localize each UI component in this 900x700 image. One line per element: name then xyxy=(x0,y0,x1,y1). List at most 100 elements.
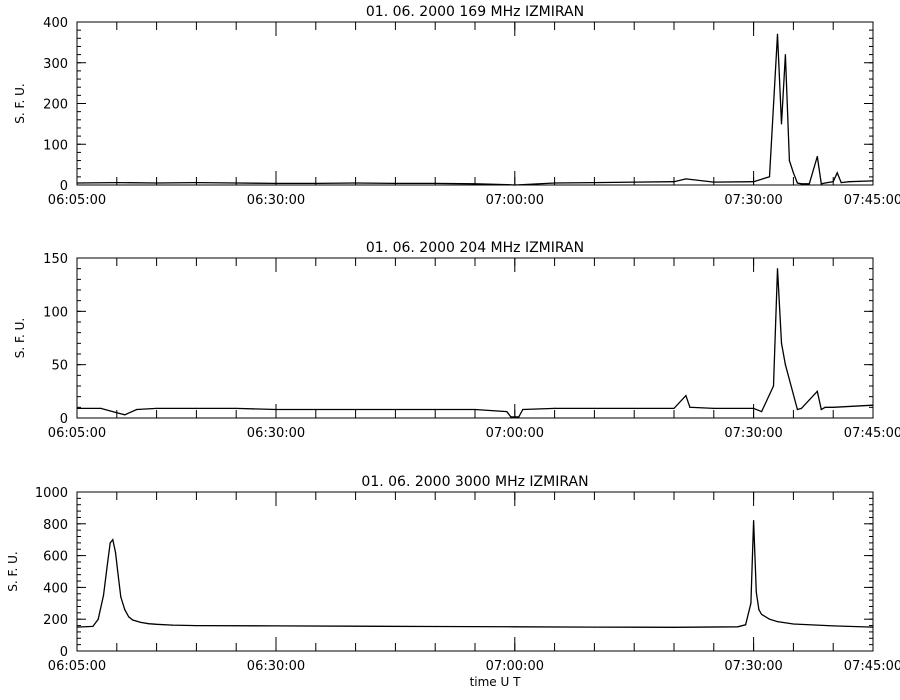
data-point xyxy=(768,176,771,178)
data-point xyxy=(394,408,396,411)
y-tick-label: 50 xyxy=(51,359,68,374)
data-point xyxy=(872,626,874,628)
data-point xyxy=(761,411,763,413)
data-point xyxy=(832,181,834,183)
data-point xyxy=(755,591,757,593)
data-point xyxy=(117,574,119,576)
data-point xyxy=(434,625,436,628)
x-tick-label: 06:05:00 xyxy=(48,659,106,674)
data-point xyxy=(275,625,277,627)
x-tick-label: 07:45:00 xyxy=(844,193,900,208)
data-point xyxy=(750,602,752,604)
data-point xyxy=(235,182,237,184)
x-tick-label: 07:00:00 xyxy=(486,659,544,674)
y-tick-label: 1000 xyxy=(35,486,68,501)
data-point xyxy=(673,181,675,183)
data-point xyxy=(761,613,763,616)
data-point xyxy=(796,408,799,411)
data-point xyxy=(633,407,635,409)
data-point xyxy=(713,407,715,409)
data-point xyxy=(593,407,596,409)
data-point xyxy=(689,406,691,408)
data-point xyxy=(832,406,834,408)
data-point xyxy=(275,182,277,184)
data-point xyxy=(800,183,803,185)
data-point xyxy=(514,626,516,628)
y-tick-label: 0 xyxy=(60,179,68,194)
data-point xyxy=(518,416,520,418)
data-point xyxy=(106,562,109,565)
data-point xyxy=(772,385,775,387)
data-point xyxy=(792,393,795,396)
data-point xyxy=(109,542,111,544)
data-point xyxy=(824,406,826,408)
data-point xyxy=(713,181,715,183)
data-point xyxy=(474,183,476,185)
data-point xyxy=(315,408,317,411)
x-tick-label: 06:05:00 xyxy=(48,193,106,208)
data-point xyxy=(784,54,787,56)
y-tick-label: 400 xyxy=(43,16,68,31)
data-point xyxy=(195,182,197,184)
x-tick-label: 07:00:00 xyxy=(486,426,544,441)
panel-title: 01. 06. 2000 3000 MHz IZMIRAN xyxy=(361,474,588,490)
y-tick-label: 0 xyxy=(60,412,68,427)
x-tick-label: 06:05:00 xyxy=(48,426,106,441)
data-point xyxy=(355,625,357,627)
data-point xyxy=(792,172,795,174)
y-tick-label: 600 xyxy=(43,550,68,565)
data-point xyxy=(506,184,508,186)
data-point xyxy=(474,408,476,411)
x-tick-label: 06:30:00 xyxy=(247,426,305,441)
flux-trace xyxy=(76,34,874,186)
data-point xyxy=(92,625,94,628)
data-point xyxy=(171,624,174,626)
data-point xyxy=(148,623,150,625)
data-point xyxy=(753,520,755,522)
data-point xyxy=(832,625,834,627)
y-tick-label: 150 xyxy=(43,252,68,267)
y-tick-label: 400 xyxy=(43,581,68,596)
data-point xyxy=(195,407,197,409)
data-point xyxy=(780,123,783,125)
plot-frame xyxy=(76,21,874,186)
panel-3000mhz: 01. 06. 2000 3000 MHz IZMIRAN S. F. U. t… xyxy=(6,474,900,689)
data-point xyxy=(554,407,556,409)
data-point xyxy=(745,624,747,626)
data-point xyxy=(776,621,779,623)
data-point xyxy=(554,182,556,184)
data-point xyxy=(510,416,512,418)
data-point xyxy=(593,626,596,628)
data-point xyxy=(434,182,436,184)
x-tick-label: 07:30:00 xyxy=(724,193,782,208)
data-point xyxy=(128,616,130,618)
panel-169mhz: 01. 06. 2000 169 MHz IZMIRAN S. F. U. 06… xyxy=(13,4,900,208)
flux-trace xyxy=(76,520,874,628)
data-point xyxy=(800,407,803,409)
x-tick-label: 07:30:00 xyxy=(724,659,782,674)
x-tick-label: 07:30:00 xyxy=(724,426,782,441)
data-point xyxy=(235,407,237,409)
x-tick-label: 06:30:00 xyxy=(247,659,305,674)
data-point xyxy=(76,626,78,628)
x-tick-label: 06:30:00 xyxy=(247,193,305,208)
data-point xyxy=(816,390,818,392)
y-axis-label: S. F. U. xyxy=(13,83,27,123)
data-point xyxy=(737,626,739,628)
data-point xyxy=(820,183,822,185)
data-point xyxy=(848,181,850,183)
data-point xyxy=(434,408,436,411)
data-point xyxy=(593,182,596,184)
data-point xyxy=(124,414,126,416)
plot-frame xyxy=(76,257,874,419)
data-point xyxy=(514,184,516,186)
data-point xyxy=(753,181,755,183)
data-point xyxy=(156,407,158,409)
data-point xyxy=(808,183,810,185)
panel-title: 01. 06. 2000 204 MHz IZMIRAN xyxy=(366,240,584,256)
data-point xyxy=(633,181,635,183)
y-tick-label: 800 xyxy=(43,518,68,533)
y-tick-label: 300 xyxy=(43,57,68,72)
data-point xyxy=(102,594,105,597)
